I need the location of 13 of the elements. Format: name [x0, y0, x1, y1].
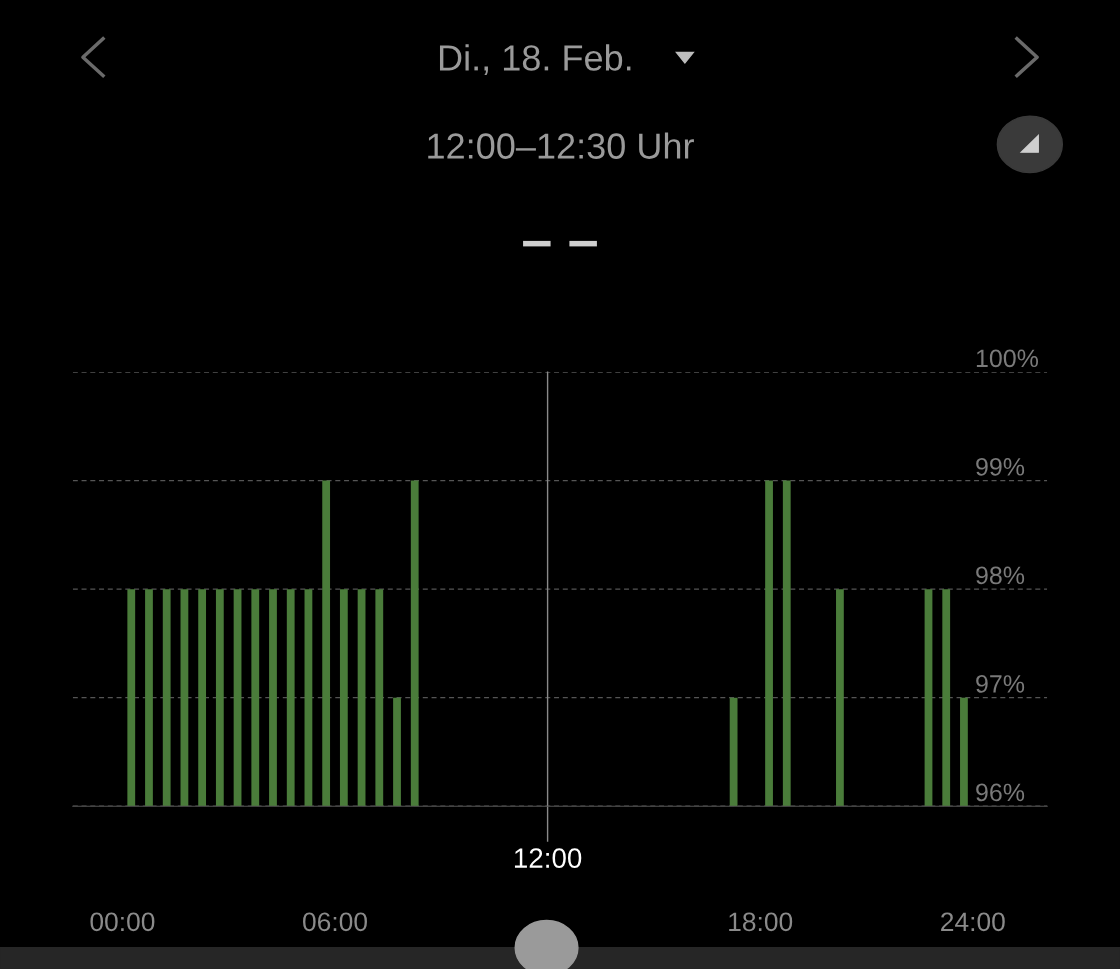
y-tick-label: 100% [976, 349, 1039, 368]
x-tick-label: 06:00 [303, 912, 367, 932]
chart-title: Di., 18. Feb. [439, 44, 631, 76]
y-tick-label: 97% [976, 675, 1025, 693]
y-tick-label: 99% [976, 457, 1025, 476]
chart-subtitle: 12:00–12:30 Uhr [428, 132, 694, 159]
ref-line-label: 12:00 [514, 848, 582, 868]
text: – – [523, 240, 597, 247]
x-tick-label: 18:00 [729, 912, 793, 932]
x-tick-label: 24:00 [941, 912, 1005, 932]
x-tick-label: 00:00 [90, 912, 155, 932]
y-tick-label: 98% [976, 566, 1025, 585]
y-tick-label: 96% [976, 783, 1025, 802]
